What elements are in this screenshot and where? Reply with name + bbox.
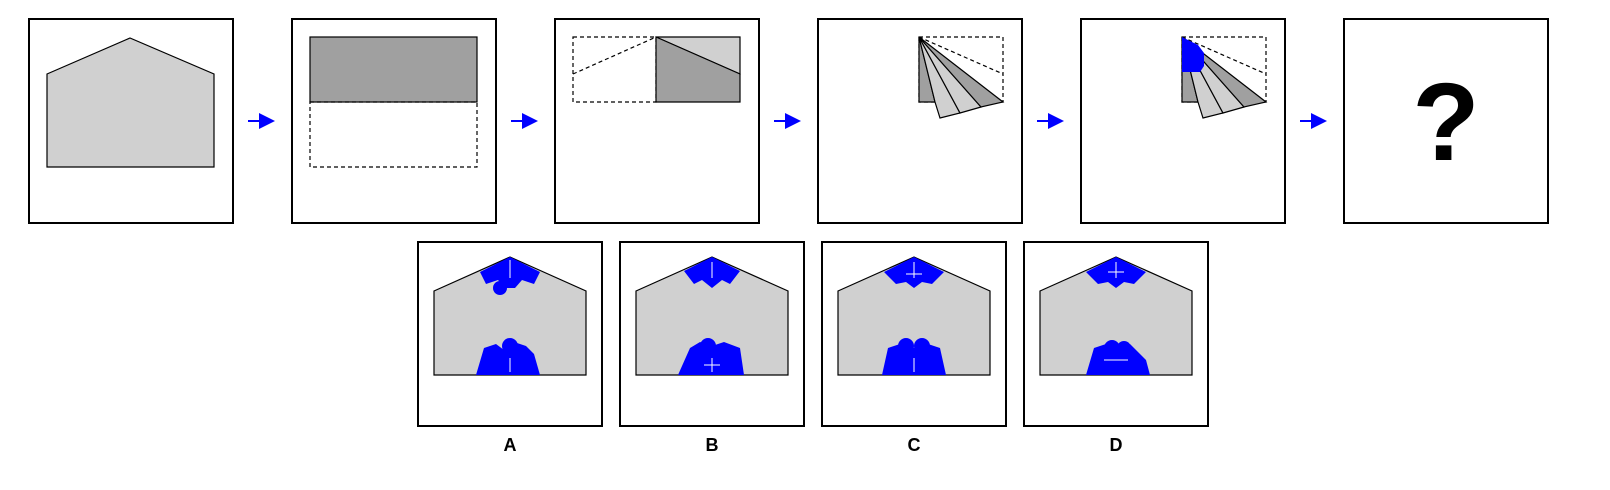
step-3-panel — [554, 18, 760, 224]
question-mark: ? — [1412, 61, 1479, 184]
question-panel: ? — [1343, 18, 1549, 224]
option-b[interactable]: B — [619, 241, 805, 455]
unfolded-paper — [837, 256, 991, 376]
punch-holes — [1182, 37, 1204, 72]
unfolded-paper — [635, 256, 789, 376]
option-c[interactable]: C — [821, 241, 1007, 455]
unfolded-paper — [433, 256, 587, 376]
option-label: C — [908, 435, 921, 455]
fold-outline — [309, 101, 478, 168]
lower-layer — [655, 36, 741, 103]
paper-pentagon — [46, 37, 215, 168]
option-label: D — [1110, 435, 1123, 455]
folded-layer — [309, 36, 478, 103]
option-label: A — [504, 435, 517, 455]
fan-layer-4 — [918, 36, 1005, 108]
step-4-panel — [817, 18, 1023, 224]
step-1-panel — [28, 18, 234, 224]
option-a[interactable]: A — [417, 241, 603, 455]
option-d[interactable]: D — [1023, 241, 1209, 455]
unfolded-paper — [1039, 256, 1193, 376]
step-5-panel — [1080, 18, 1286, 224]
option-label: B — [706, 435, 719, 455]
step-2-panel — [291, 18, 497, 224]
